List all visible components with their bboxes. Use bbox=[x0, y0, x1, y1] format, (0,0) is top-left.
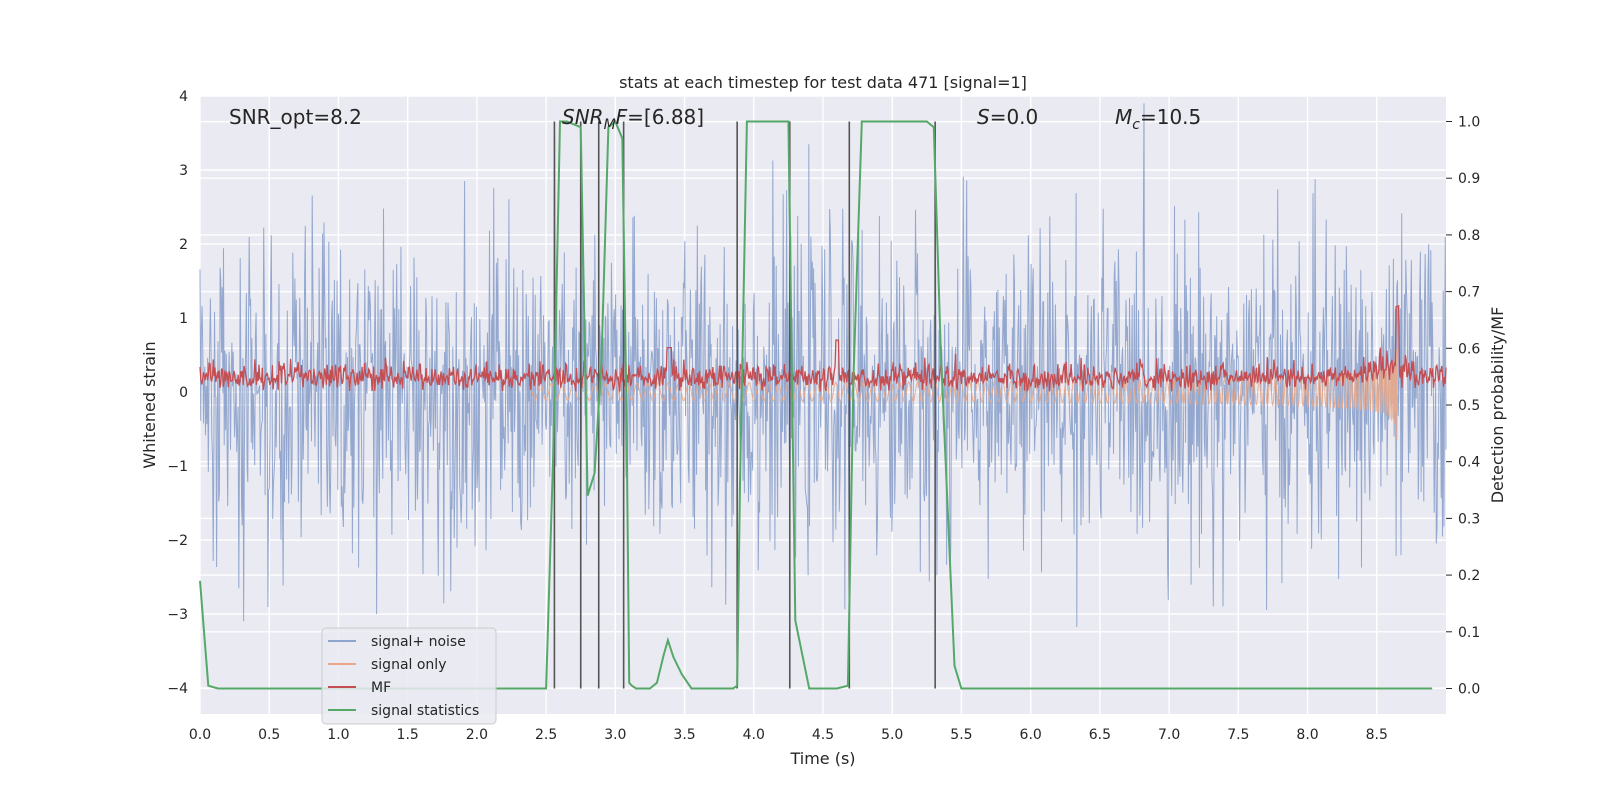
x-tick-label: 3.5 bbox=[673, 727, 695, 743]
annotation-snr-mf: SNRMF=[6.88] bbox=[562, 105, 704, 133]
y2-tick-label: 0.3 bbox=[1458, 511, 1480, 527]
signal-statistics-line bbox=[199, 119, 1433, 690]
x-tick-label: 6.0 bbox=[1020, 727, 1042, 743]
y2-tick-label: 0.7 bbox=[1458, 285, 1480, 301]
x-tick-label: 7.0 bbox=[1158, 727, 1180, 743]
legend: signal+ noise signal only MF signal stat… bbox=[321, 627, 497, 725]
x-tick-label: 2.5 bbox=[535, 727, 557, 743]
grid bbox=[199, 95, 1446, 714]
x-axis-label: Time (s) bbox=[789, 749, 855, 768]
y2-tick-label: 0.8 bbox=[1458, 228, 1480, 244]
x-tick-label: 3.0 bbox=[604, 727, 626, 743]
y2-axis-label: Detection probability/MF bbox=[1488, 307, 1507, 504]
x-tick-label: 8.5 bbox=[1366, 727, 1388, 743]
y-tick-label: 1 bbox=[179, 311, 188, 327]
y2-tick-label: 0.6 bbox=[1458, 341, 1480, 357]
annotation-snr-opt: SNR_opt=8.2 bbox=[229, 105, 362, 129]
series-signal-only bbox=[531, 349, 1398, 441]
y2-tick-label: 0.1 bbox=[1458, 625, 1480, 641]
legend-label-mf: MF bbox=[371, 680, 391, 696]
x-tick-label: 7.5 bbox=[1227, 727, 1249, 743]
y-axis-label: Whitened strain bbox=[140, 341, 159, 468]
annotation-snr-mf-value: =[6.88] bbox=[627, 105, 704, 129]
x-tick-label: 6.5 bbox=[1089, 727, 1111, 743]
chart-title: stats at each timestep for test data 471… bbox=[619, 73, 1027, 92]
x-tick-label: 4.5 bbox=[812, 727, 834, 743]
x-tick-label: 1.5 bbox=[397, 727, 419, 743]
series-signal-statistics bbox=[199, 119, 1433, 690]
x-tick-label: 4.0 bbox=[743, 727, 765, 743]
y2-ticks: 0.0 0.1 0.2 0.3 0.4 0.5 0.6 0.7 0.8 0.9 1.0 bbox=[1446, 115, 1480, 697]
x-tick-label: 2.0 bbox=[466, 727, 488, 743]
y-tick-label: 4 bbox=[179, 89, 188, 105]
annotation-mc-value: =10.5 bbox=[1140, 105, 1201, 129]
annotation-s-value: =0.0 bbox=[990, 105, 1039, 129]
y-ticks: −4 −3 −2 −1 0 1 2 3 4 bbox=[167, 89, 188, 697]
series-mf bbox=[199, 304, 1447, 393]
y2-tick-label: 0.4 bbox=[1458, 455, 1480, 471]
y2-tick-label: 0.2 bbox=[1458, 568, 1480, 584]
legend-label-signal: signal only bbox=[371, 657, 446, 673]
annotation-s: S=0.0 bbox=[977, 105, 1038, 129]
signal-only-line bbox=[531, 349, 1398, 441]
y2-tick-label: 0.0 bbox=[1458, 681, 1480, 697]
series-signal-noise bbox=[199, 103, 1447, 628]
x-ticks: 0.0 0.5 1.0 1.5 2.0 2.5 3.0 3.5 4.0 4.5 5.0 5.5 6.0 6… bbox=[189, 727, 1388, 743]
y-tick-label: 0 bbox=[179, 385, 188, 401]
signal-noise-line bbox=[199, 103, 1447, 628]
annotation-mc: Mc=10.5 bbox=[1115, 105, 1201, 133]
y2-tick-label: 1.0 bbox=[1458, 115, 1480, 131]
y-tick-label: 3 bbox=[179, 163, 188, 179]
y-tick-label: −2 bbox=[167, 533, 188, 549]
x-tick-label: 8.0 bbox=[1296, 727, 1318, 743]
x-tick-label: 5.5 bbox=[950, 727, 972, 743]
y-tick-label: 2 bbox=[179, 237, 188, 253]
x-tick-label: 5.0 bbox=[881, 727, 903, 743]
x-tick-label: 0.0 bbox=[189, 727, 211, 743]
y-tick-label: −1 bbox=[167, 459, 188, 475]
x-tick-label: 0.5 bbox=[258, 727, 280, 743]
legend-box bbox=[321, 627, 497, 725]
legend-label-noise: signal+ noise bbox=[371, 634, 466, 650]
legend-label-stats: signal statistics bbox=[371, 703, 479, 719]
x-tick-label: 1.0 bbox=[327, 727, 349, 743]
y2-tick-label: 0.5 bbox=[1458, 398, 1480, 414]
mf-line bbox=[199, 304, 1447, 393]
y2-tick-label: 0.9 bbox=[1458, 171, 1480, 187]
y-tick-label: −4 bbox=[167, 681, 188, 697]
y-tick-label: −3 bbox=[167, 607, 188, 623]
